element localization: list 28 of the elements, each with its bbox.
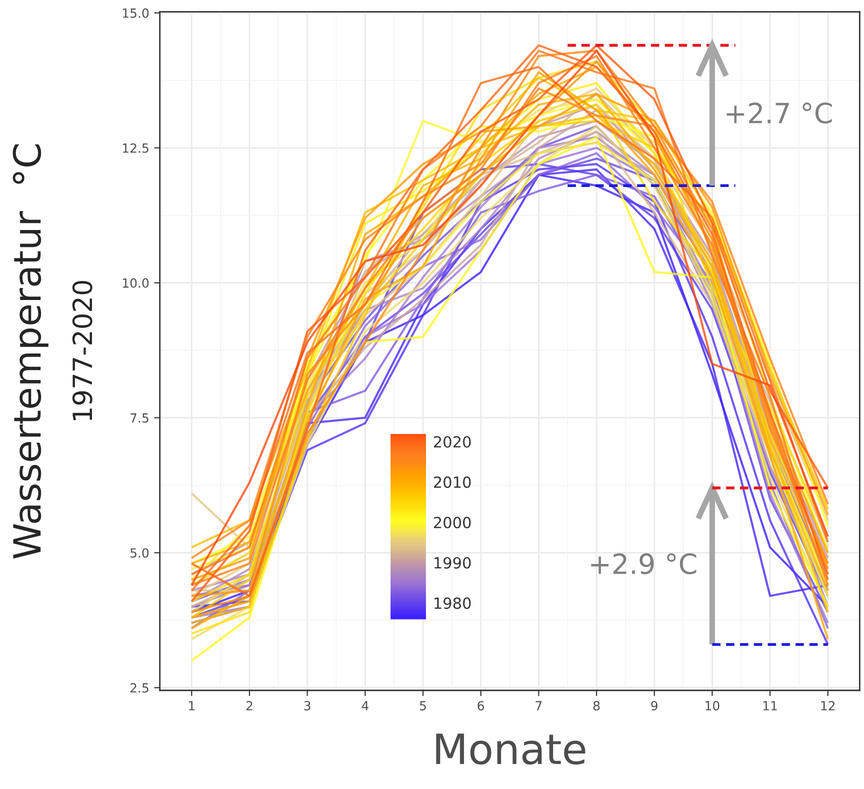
x-tick-label: 12 — [821, 701, 835, 710]
x-tick-label: 8 — [593, 701, 600, 710]
y-tick-label: 5.0 — [130, 548, 149, 558]
x-tick-label: 9 — [651, 701, 658, 710]
y-axis-title: Wassertemperatur °C — [12, 144, 48, 559]
x-tick-label: 3 — [304, 701, 310, 710]
x-tick-label: 2 — [246, 701, 252, 710]
x-tick-label: 10 — [706, 701, 720, 710]
annotation: +2.7 °C — [726, 102, 832, 124]
y-tick-label: 10.0 — [122, 278, 149, 288]
annotation: 2020 — [434, 436, 471, 448]
annotation: 1980 — [434, 597, 471, 609]
x-tick-label: 5 — [420, 701, 426, 710]
annotation: 2010 — [434, 476, 471, 488]
annotation: 1990 — [434, 557, 471, 569]
x-tick-label: 6 — [478, 701, 484, 710]
x-tick-label: 4 — [362, 701, 368, 710]
y-tick-label: 12.5 — [122, 143, 148, 153]
y-tick-label: 7.5 — [130, 413, 148, 423]
annotation: 2000 — [434, 516, 471, 528]
y-tick-label: 2.5 — [130, 683, 148, 693]
y-tick-label: 15.0 — [122, 8, 149, 18]
text: 1977-2020 — [72, 280, 92, 420]
x-axis-title: Monate — [436, 734, 586, 765]
x-tick-label: 7 — [536, 701, 542, 710]
annotation: +2.9 °C — [591, 553, 696, 574]
x-tick-label: 11 — [763, 701, 777, 710]
x-tick-label: 1 — [189, 701, 194, 710]
